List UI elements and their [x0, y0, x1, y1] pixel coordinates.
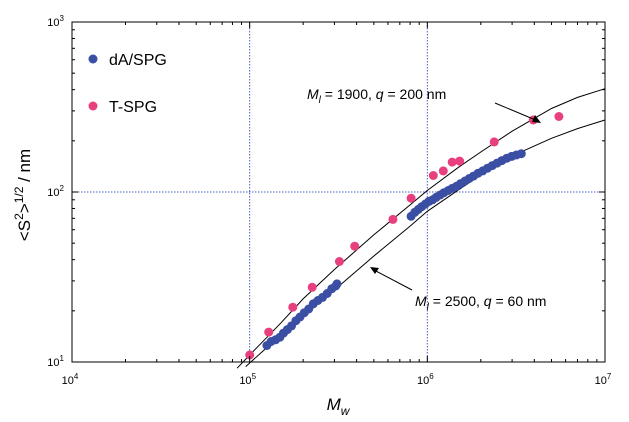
legend: dA/SPG T-SPG — [88, 52, 167, 116]
x-tick-label: 105 — [239, 372, 256, 387]
annotation-upper-qtext: = 200 nm — [384, 86, 447, 102]
legend-label-T-SPG: T-SPG — [109, 99, 157, 116]
fit-curve-upper-fit — [236, 88, 606, 369]
data-point-T-SPG — [245, 350, 255, 360]
annotation-lower: Ml = 2500, q = 60 nm — [370, 267, 546, 313]
legend-marker-dA-SPG — [88, 54, 98, 64]
data-point-T-SPG — [428, 171, 438, 180]
data-point-T-SPG — [264, 327, 274, 337]
annotation-lower-sub: l — [427, 302, 430, 313]
legend-label-dA-SPG: dA/SPG — [109, 52, 167, 69]
y-tick-label: 102 — [47, 184, 64, 199]
ticks: 104 105 106 107 101 102 103 — [47, 14, 612, 387]
data-point-T-SPG — [350, 241, 360, 251]
data-point-dA-SPG — [332, 279, 342, 289]
data-point-T-SPG — [489, 137, 499, 147]
x-axis-title: Mw — [327, 395, 351, 418]
data-point-dA-SPG — [516, 149, 526, 159]
x-tick-label: 106 — [417, 372, 434, 387]
data-point-T-SPG — [307, 282, 317, 292]
x-tick-label: 104 — [62, 372, 79, 387]
data-point-T-SPG — [447, 157, 457, 167]
data-point-T-SPG — [334, 257, 344, 266]
y-tick-label: 101 — [47, 354, 64, 369]
annotation-upper: Ml = 1900, q = 200 nm — [307, 86, 541, 123]
annotation-upper-arrowhead — [532, 115, 541, 123]
annotation-upper-text: = 1900, — [321, 86, 376, 102]
annotation-upper-sub: l — [319, 95, 322, 106]
y-axis-title: <S2>1/2 / nm — [12, 149, 34, 241]
annotation-lower-arrowhead — [370, 267, 379, 274]
annotation-lower-q: q — [484, 293, 492, 309]
annotation-upper-arrow — [494, 102, 539, 122]
data-point-T-SPG — [455, 156, 465, 166]
data-point-T-SPG — [288, 302, 298, 312]
annotation-upper-M: M — [307, 86, 319, 102]
data-point-T-SPG — [406, 193, 416, 203]
data-point-T-SPG — [554, 112, 564, 121]
svg-text:Ml = 1900, q = 200 nm: Ml = 1900, q = 200 nm — [307, 86, 446, 106]
legend-marker-T-SPG — [88, 101, 98, 111]
y-tick-label: 103 — [47, 14, 64, 29]
annotation-lower-text: = 2500, — [429, 293, 484, 309]
svg-text:Ml = 2500, q = 60 nm: Ml = 2500, q = 60 nm — [415, 293, 546, 313]
annotation-upper-q: q — [376, 86, 384, 102]
annotation-lower-arrow — [373, 269, 413, 291]
x-tick-label: 107 — [595, 372, 612, 387]
grid — [72, 22, 605, 362]
annotation-lower-M: M — [415, 293, 427, 309]
data-point-T-SPG — [388, 214, 398, 224]
annotation-lower-qtext: = 60 nm — [492, 293, 547, 309]
data-point-T-SPG — [438, 166, 448, 176]
